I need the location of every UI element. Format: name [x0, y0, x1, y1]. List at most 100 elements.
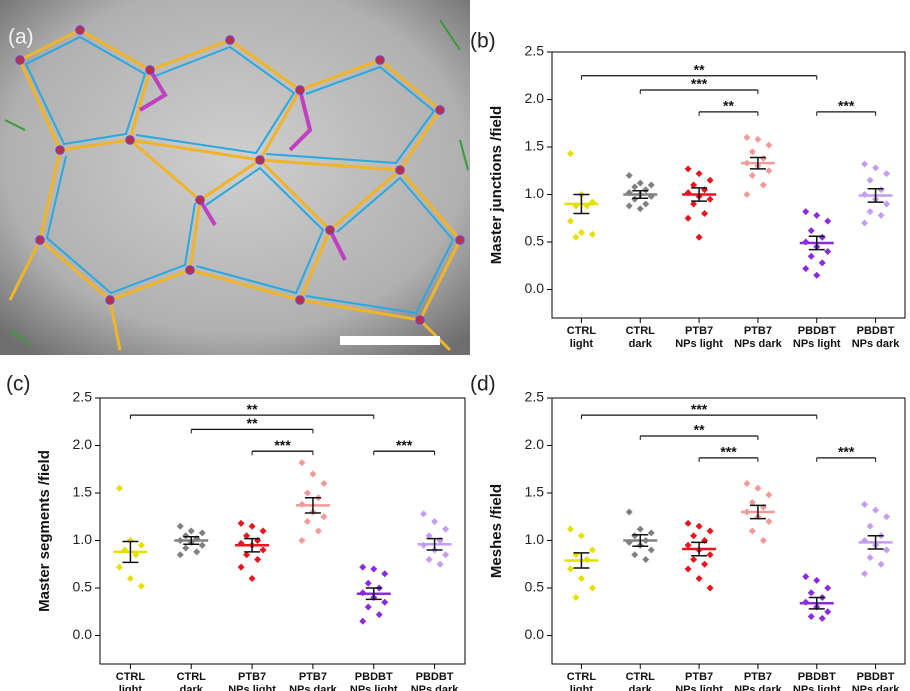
data-point	[381, 598, 389, 606]
data-point	[695, 233, 703, 241]
data-point	[588, 546, 596, 554]
data-point	[824, 248, 832, 255]
error-bar	[749, 504, 766, 520]
panel-label: (c)	[6, 373, 31, 396]
data-point	[802, 265, 810, 273]
x-tick-label: CTRL	[567, 671, 597, 683]
data-point	[370, 565, 378, 573]
data-point	[176, 522, 184, 530]
x-tick-label: PTB7	[744, 325, 772, 337]
data-point	[690, 200, 698, 208]
data-point	[684, 519, 692, 527]
data-point	[647, 181, 655, 189]
data-point	[442, 525, 450, 533]
data-point	[743, 191, 751, 198]
x-tick-label: PBDBT	[857, 325, 895, 337]
x-tick-label: PBDBT	[355, 671, 393, 683]
data-point	[807, 252, 815, 260]
significance-label: ***	[396, 437, 413, 453]
data-point	[861, 160, 869, 168]
data-point	[625, 508, 633, 516]
x-tick-label: light	[119, 684, 143, 691]
data-point	[765, 167, 773, 175]
x-tick-label: NPs light	[675, 684, 723, 691]
data-point	[631, 195, 639, 203]
y-tick-label: 2.5	[525, 389, 545, 405]
x-tick-label: CTRL	[177, 671, 207, 683]
data-point	[883, 546, 891, 554]
data-point	[566, 525, 574, 533]
x-tick-label: light	[570, 338, 594, 350]
data-point	[303, 518, 311, 525]
data-point	[866, 176, 874, 184]
scale-bar	[340, 336, 440, 345]
panel-label: (b)	[470, 30, 496, 53]
data-point	[259, 527, 267, 535]
data-point	[642, 556, 650, 563]
data-point	[706, 551, 714, 559]
x-tick-label: NPs dark	[411, 684, 460, 691]
y-tick-label: 1.5	[73, 484, 93, 500]
data-point	[754, 135, 762, 143]
x-tick-label: NPs dark	[734, 684, 783, 691]
data-point	[861, 219, 869, 227]
data-point	[375, 611, 383, 619]
x-tick-label: NPs light	[675, 338, 723, 350]
data-point	[259, 546, 267, 554]
significance-label: **	[247, 401, 258, 417]
y-tick-label: 2.5	[73, 389, 93, 405]
data-point	[701, 210, 709, 217]
significance-label: **	[723, 98, 734, 114]
data-point	[298, 537, 306, 544]
data-point	[701, 560, 709, 568]
data-point	[182, 532, 190, 540]
data-point	[765, 141, 773, 149]
y-tick-label: 0.0	[525, 626, 545, 642]
data-point	[807, 613, 815, 620]
y-axis-label: Meshes /field	[488, 484, 505, 578]
error-bar	[632, 189, 649, 200]
y-axis-label: Master junctions /field	[488, 106, 505, 264]
data-point	[636, 179, 644, 187]
error-bar	[573, 193, 590, 215]
x-tick-label: NPs light	[228, 684, 276, 691]
data-point	[818, 614, 826, 622]
x-tick-label: NPs light	[793, 338, 841, 350]
data-point	[320, 480, 328, 487]
data-point	[625, 172, 633, 179]
y-tick-label: 0.5	[525, 579, 545, 595]
data-point	[706, 195, 714, 203]
data-point	[877, 211, 885, 219]
x-tick-label: dark	[629, 338, 653, 350]
x-tick-label: PTB7	[685, 671, 713, 683]
data-point	[813, 271, 821, 279]
data-point	[137, 582, 145, 590]
data-point	[436, 560, 444, 568]
data-point	[866, 208, 874, 216]
data-point	[824, 217, 832, 225]
error-bar	[573, 552, 590, 569]
micrograph: (a)	[0, 0, 470, 355]
x-tick-label: NPs dark	[289, 684, 338, 691]
data-point	[642, 200, 650, 208]
data-point	[642, 186, 650, 194]
data-point	[706, 584, 714, 592]
data-point	[566, 150, 574, 158]
data-point	[577, 575, 585, 582]
data-point	[381, 570, 389, 578]
x-tick-label: PTB7	[238, 671, 266, 683]
y-tick-label: 0.0	[73, 626, 93, 642]
plot-frame	[99, 397, 466, 665]
data-point	[198, 541, 206, 549]
data-point	[818, 233, 826, 241]
data-point	[802, 208, 810, 216]
data-point	[759, 154, 767, 162]
significance-label: ***	[838, 444, 855, 460]
x-tick-label: NPs dark	[852, 338, 901, 350]
error-bar	[632, 534, 649, 547]
data-point	[115, 484, 123, 492]
error-bar	[304, 497, 321, 514]
y-tick-label: 2.0	[73, 436, 93, 452]
x-tick-label: PTB7	[744, 671, 772, 683]
